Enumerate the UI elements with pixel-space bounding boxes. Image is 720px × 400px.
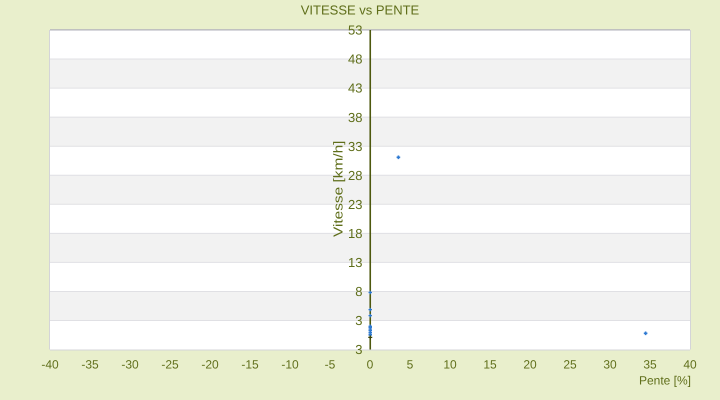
svg-text:VITESSE vs PENTE: VITESSE vs PENTE [301,2,420,17]
svg-text:35: 35 [643,357,657,371]
svg-text:18: 18 [348,226,362,241]
svg-text:-30: -30 [121,357,139,371]
svg-text:53: 53 [348,23,362,38]
svg-text:13: 13 [348,255,362,270]
svg-text:5: 5 [407,357,414,371]
svg-text:8: 8 [355,284,362,299]
svg-text:-5: -5 [325,357,336,371]
svg-text:-10: -10 [281,357,299,371]
svg-text:33: 33 [348,139,362,154]
svg-text:15: 15 [483,357,497,371]
svg-text:10: 10 [443,357,457,371]
svg-text:30: 30 [603,357,617,371]
svg-text:-20: -20 [201,357,219,371]
svg-text:20: 20 [523,357,537,371]
svg-text:0: 0 [367,357,374,371]
svg-text:3: 3 [355,313,362,328]
svg-text:Pente [%]: Pente [%] [639,374,691,388]
svg-text:-15: -15 [241,357,259,371]
svg-text:43: 43 [348,81,362,96]
svg-text:40: 40 [683,357,697,371]
svg-text:-25: -25 [161,357,179,371]
svg-text:48: 48 [348,52,362,67]
svg-text:25: 25 [563,357,577,371]
svg-text:Vitesse [km/h]: Vitesse [km/h] [330,141,345,238]
svg-text:3: 3 [355,342,362,357]
svg-text:28: 28 [348,168,362,183]
svg-text:23: 23 [348,197,362,212]
svg-text:-40: -40 [41,357,59,371]
svg-text:-35: -35 [81,357,99,371]
svg-text:38: 38 [348,110,362,125]
